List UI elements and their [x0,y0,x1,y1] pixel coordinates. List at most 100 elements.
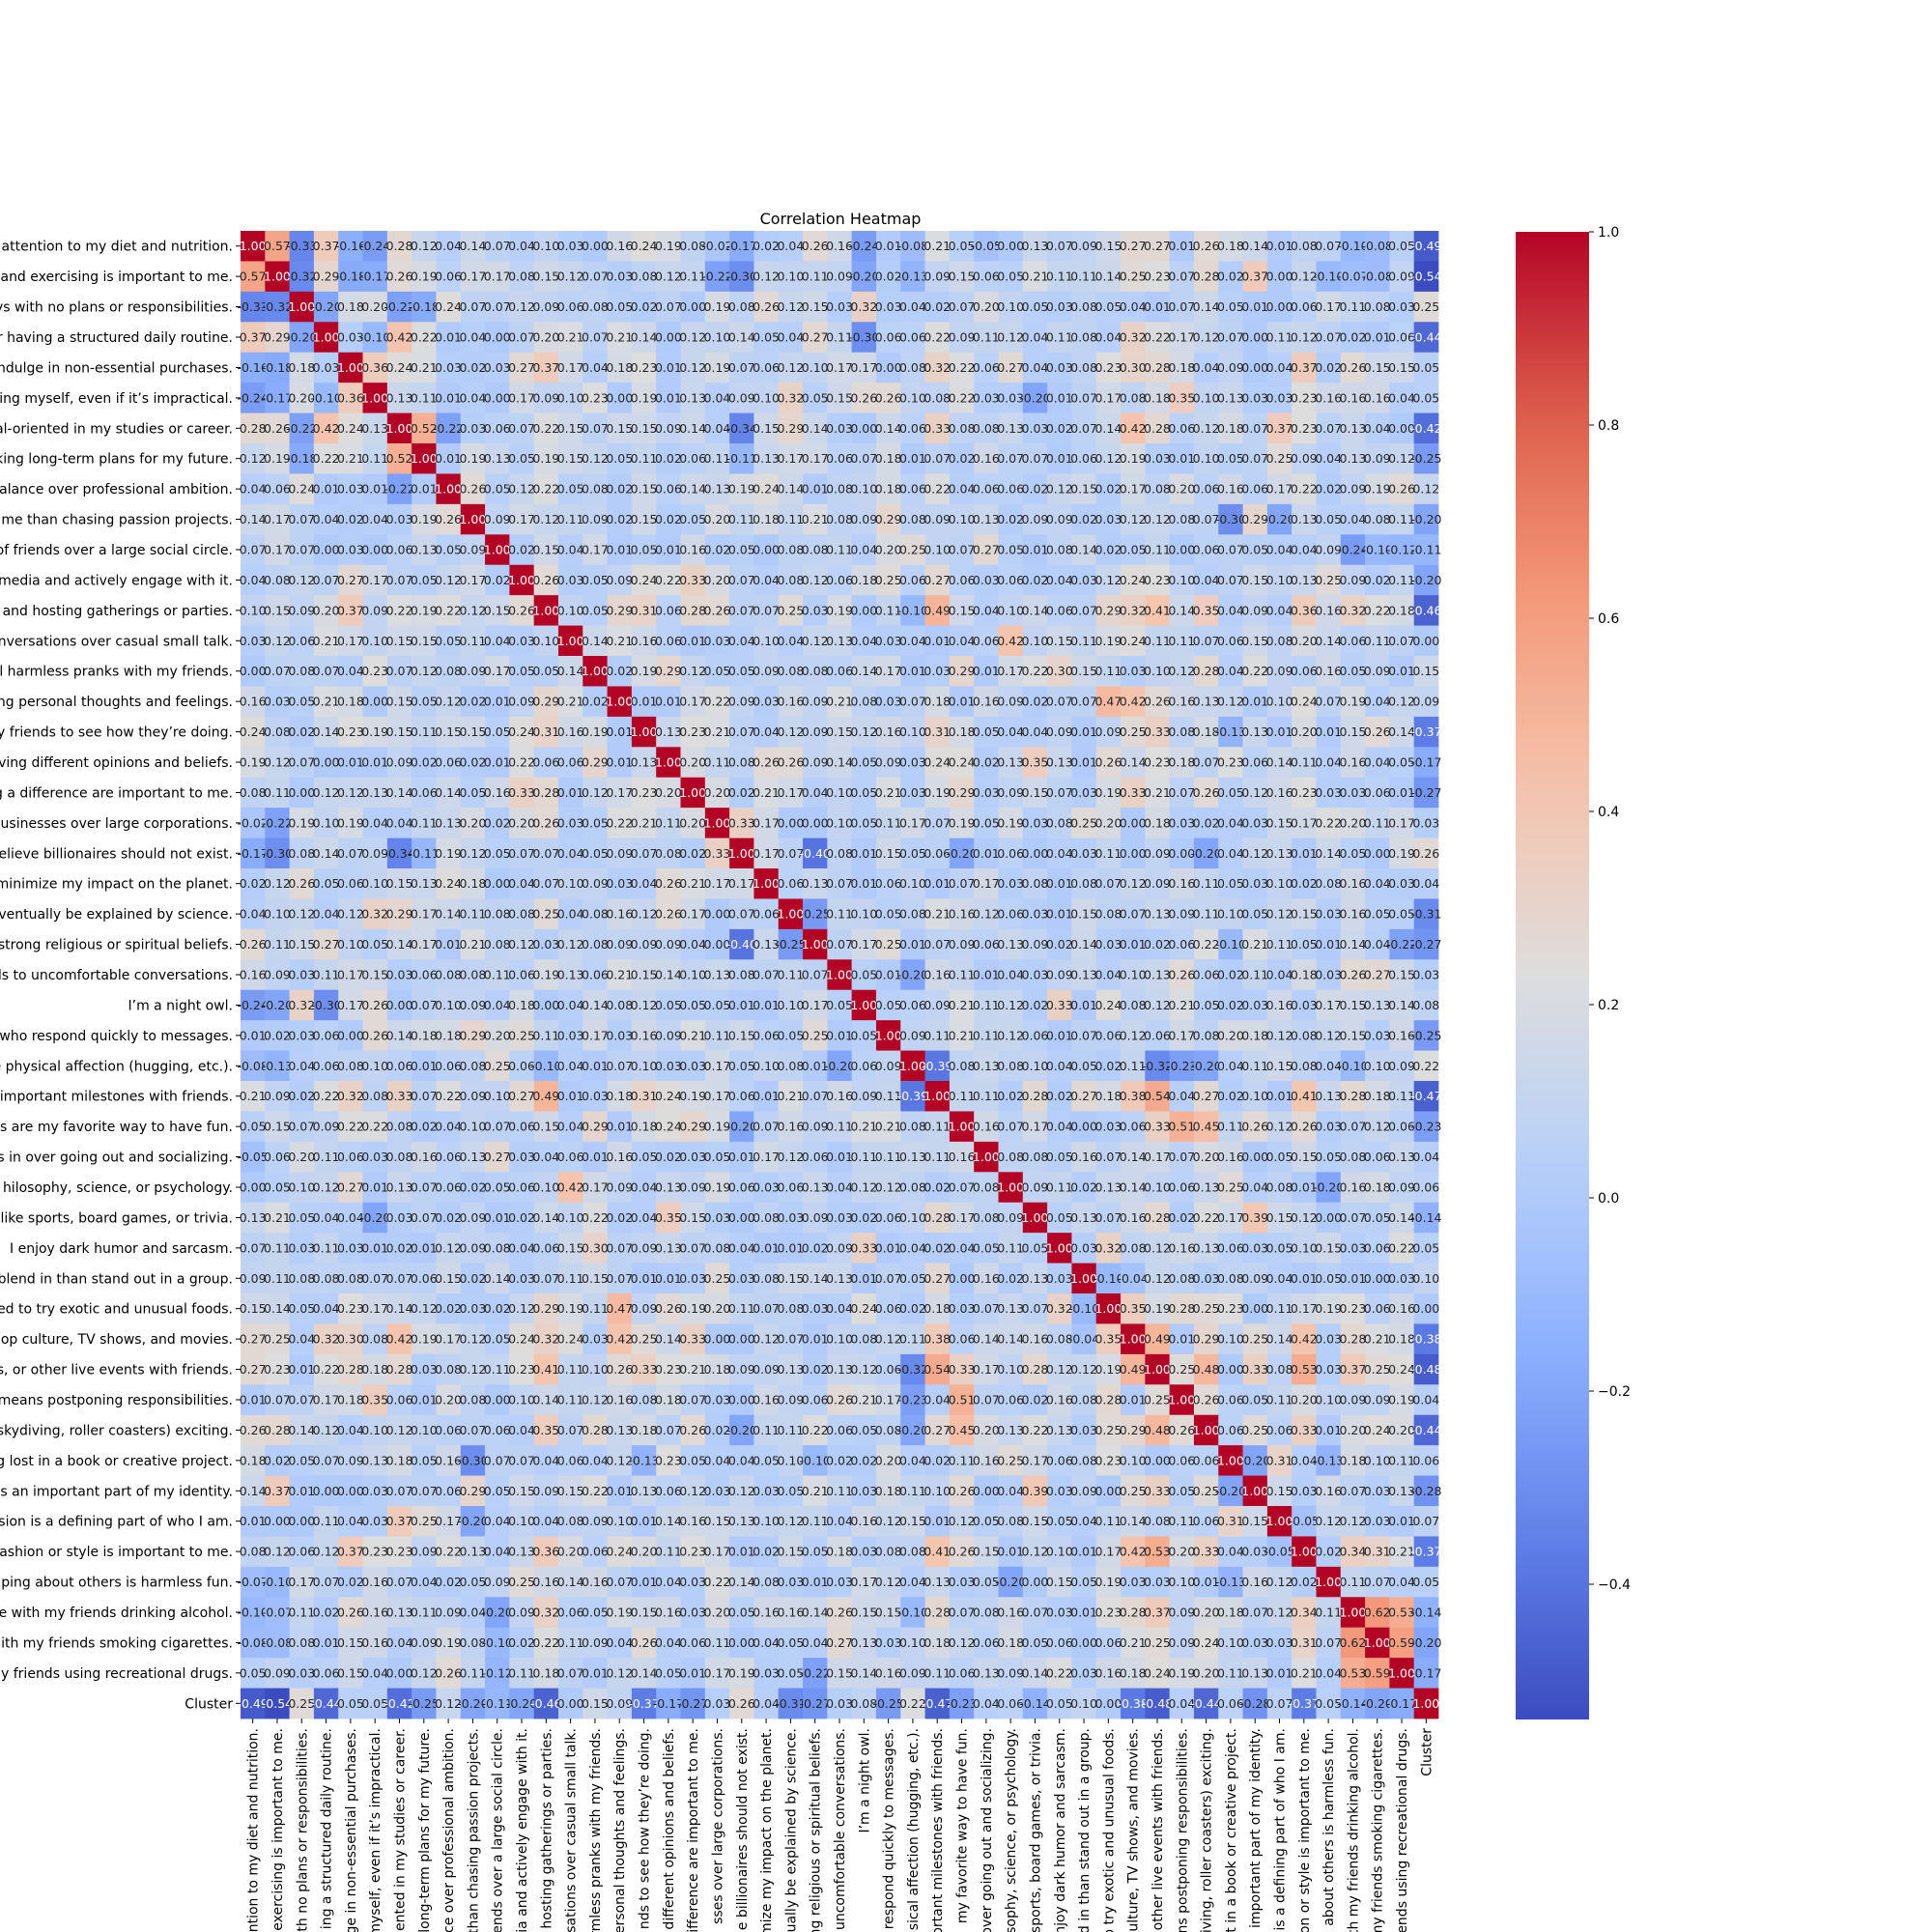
cell-value-label: 0.11 [753,1423,780,1437]
cell-value-label: 0.11 [923,1028,951,1042]
cell-value-label: 0.08 [704,1240,731,1255]
cell-value-label: 0.09 [850,512,877,526]
cell-value-label: 0.07 [923,937,951,952]
cell-value-label: 0.02 [704,543,731,557]
heatmap-cell [533,291,559,323]
heatmap-cell [827,291,853,323]
cell-value-label: 0.07 [1094,876,1122,891]
cell-value-label: 0.07 [802,968,829,982]
cell-value-label: 0.09 [484,512,511,526]
cell-value-label: 0.15 [288,937,315,952]
cell-value-label: 0.06 [1193,482,1220,497]
cell-value-label: 0.14 [1120,1180,1147,1195]
heatmap-cell [631,261,657,293]
cell-value-label: 0.04 [753,724,780,739]
row-label: op culture, TV shows, and movies. [1,1332,233,1348]
cell-value-label: 0.09 [899,1028,926,1042]
cell-value-label: 0.18 [875,482,902,497]
cell-value-label: 0.16 [875,1665,902,1680]
cell-value-label: 0.06 [1193,968,1220,982]
cell-value-label: 0.13 [997,755,1024,770]
cell-value-label: 0.09 [997,1210,1024,1225]
cell-value-label: 0.22 [923,330,951,345]
heatmap-cell [851,322,877,354]
cell-value-label: 0.00 [386,1665,413,1680]
heatmap-cell [1071,322,1097,354]
cell-value-label: 0.10 [1266,695,1293,709]
cell-value-label: 0.01 [1168,239,1195,253]
cell-value-label: 0.08 [1022,1150,1049,1164]
cell-value-label: 0.02 [1046,1089,1073,1103]
heatmap-cell [582,291,608,323]
cell-value-label: 0.01 [1241,299,1268,314]
cell-value-label: 0.27 [508,360,535,375]
cell-value-label: 0.42 [1291,1332,1318,1347]
cell-value-label: 0.05 [1388,239,1415,253]
cell-value-label: 0.00 [337,1484,364,1498]
heatmap-cell [1022,261,1048,293]
row-label: strong religious or spiritual beliefs. [0,938,233,953]
cell-value-label: 0.08 [997,1059,1024,1073]
cell-value-label: 0.09 [826,1240,853,1255]
cell-value-label: 0.02 [459,755,486,770]
cell-value-label: 0.01 [1070,724,1097,739]
cell-value-label: 0.01 [973,664,1000,678]
cell-value-label: 0.21 [679,1028,706,1042]
cell-value-label: 0.15 [949,270,976,284]
cell-value-label: 0.28 [1094,1393,1122,1407]
cell-value-label: 0.32 [923,360,951,375]
cell-value-label: 0.03 [1168,815,1195,830]
cell-value-label: 0.25 [875,937,902,952]
cell-value-label: 0.00 [1217,1362,1244,1377]
cell-value-label: 0.14 [850,1665,877,1680]
cell-value-label: 0.11 [1241,968,1268,982]
cell-value-label: 0.10 [1266,876,1293,891]
cell-value-label: 0.02 [484,1301,511,1316]
cell-value-label: 0.06 [655,603,682,617]
cell-value-label: 0.10 [361,1059,388,1073]
cell-value-label: 0.06 [1046,1635,1073,1650]
cell-value-label: -0.32 [262,299,293,314]
cell-value-label: 0.12 [1120,512,1147,526]
cell-value-label: 0.07 [411,1180,438,1195]
cell-value-label: 0.05 [802,390,829,405]
cell-value-label: 0.19 [361,724,388,739]
cell-value-label: 0.05 [1412,390,1439,405]
cell-value-label: 1.00 [264,270,291,284]
row-label: blend in than stand out in a group. [0,1271,233,1287]
cell-value-label: 0.28 [386,239,413,253]
cell-value-label: 0.09 [655,937,682,952]
cell-value-label: 0.26 [240,1423,267,1437]
cell-value-label: 0.11 [826,330,853,345]
cell-value-label: 0.08 [1070,1453,1097,1467]
cell-value-label: 0.16 [655,1605,682,1620]
heatmap-cell [1095,291,1122,323]
cell-value-label: 0.16 [411,1150,438,1164]
cell-value-label: 0.07 [288,1120,315,1134]
cell-value-label: 0.11 [313,968,340,982]
cell-value-label: 0.11 [1046,1180,1073,1195]
cell-value-label: 0.04 [557,543,584,557]
cell-value-label: 0.18 [923,695,951,709]
cell-value-label: 0.45 [949,1423,976,1437]
heatmap-cell [1340,322,1366,354]
cell-value-label: 1.00 [973,1150,1000,1164]
cell-value-label: 0.23 [1094,1605,1122,1620]
cell-value-label: 0.16 [1266,998,1293,1012]
cell-value-label: 0.02 [1046,421,1073,436]
cell-value-label: 0.15 [631,421,658,436]
cell-value-label: 0.09 [850,1089,877,1103]
cell-value-label: 0.04 [1315,451,1342,466]
cell-value-label: 0.06 [435,1180,462,1195]
cell-value-label: 0.12 [1120,876,1147,891]
heatmap-cell [1242,261,1268,293]
cell-value-label: 0.12 [508,1301,535,1316]
cell-value-label: 0.02 [1094,482,1122,497]
cell-value-label: 0.11 [923,1665,951,1680]
cell-value-label: 0.06 [582,968,609,982]
cell-value-label: 0.17 [777,785,804,800]
cell-value-label: 0.12 [1168,664,1195,678]
cell-value-label: 0.17 [1094,390,1122,405]
cell-value-label: 0.12 [1364,1120,1391,1134]
cell-value-label: 0.11 [582,1301,609,1316]
